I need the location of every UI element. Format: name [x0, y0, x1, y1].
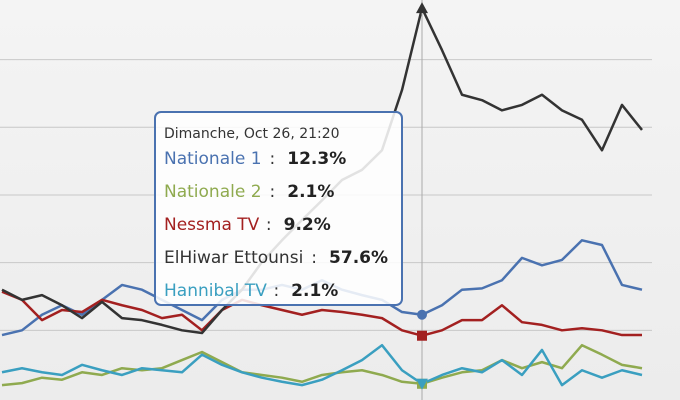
- tooltip-series-name: ElHiwar Ettounsi: [164, 248, 303, 268]
- tooltip-separator: :: [270, 149, 276, 169]
- tooltip-separator: :: [270, 182, 276, 202]
- tooltip-row: Nationale 1:12.3%: [164, 149, 346, 169]
- series-line: [1, 343, 643, 387]
- series-line: [1, 290, 642, 337]
- tooltip-row: Nationale 2:2.1%: [164, 182, 334, 202]
- tooltip-separator: :: [311, 248, 317, 268]
- tooltip-series-name: Nessma TV: [164, 215, 260, 235]
- hover-marker: [417, 330, 427, 341]
- tooltip-box: [154, 111, 403, 306]
- tooltip-series-name: Hannibal TV: [164, 281, 267, 301]
- tooltip-row: ElHiwar Ettounsi:57.6%: [164, 248, 388, 268]
- tooltip-separator: :: [266, 215, 272, 235]
- hover-marker: [416, 378, 428, 390]
- tooltip-separator: :: [273, 281, 279, 301]
- tooltip-row: Nessma TV:9.2%: [164, 215, 331, 235]
- tooltip-value: 9.2%: [284, 215, 331, 235]
- tooltip-series-name: Nationale 2: [164, 182, 262, 202]
- tooltip-value: 57.6%: [329, 248, 388, 268]
- tooltip-row: Hannibal TV:2.1%: [164, 281, 338, 301]
- tooltip-value: 12.3%: [287, 149, 346, 169]
- tooltip-value: 2.1%: [287, 182, 334, 202]
- tooltip-header: Dimanche, Oct 26, 21:20: [164, 126, 340, 142]
- tooltip-series-name: Nationale 1: [164, 149, 262, 169]
- hover-marker: [416, 2, 428, 14]
- tooltip-value: 2.1%: [291, 281, 338, 301]
- hover-marker: [417, 309, 427, 320]
